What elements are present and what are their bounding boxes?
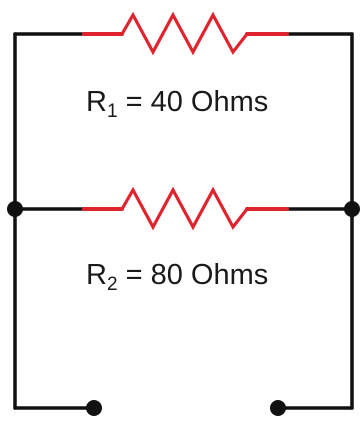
resistor-r2-label: R2 = 80 Ohms — [86, 259, 269, 295]
resistor-r2-zigzag — [120, 186, 249, 231]
resistor-r2-symbol: R — [86, 259, 107, 291]
left-junction-node — [7, 201, 23, 217]
right-junction-node — [344, 201, 360, 217]
left-terminal — [86, 400, 102, 416]
resistor-r1-symbol: R — [86, 86, 107, 118]
resistor-r1-value: = 40 Ohms — [125, 86, 269, 118]
resistor-r2-value: = 80 Ohms — [125, 259, 269, 291]
resistor-r2 — [82, 186, 289, 231]
resistor-r2-subscript: 2 — [106, 274, 118, 295]
resistor-r1-subscript: 1 — [106, 101, 118, 122]
resistor-r1-label: R1 = 40 Ohms — [86, 86, 269, 122]
resistor-r1 — [82, 11, 289, 56]
right-terminal — [270, 400, 286, 416]
resistor-r1-zigzag — [120, 11, 249, 56]
